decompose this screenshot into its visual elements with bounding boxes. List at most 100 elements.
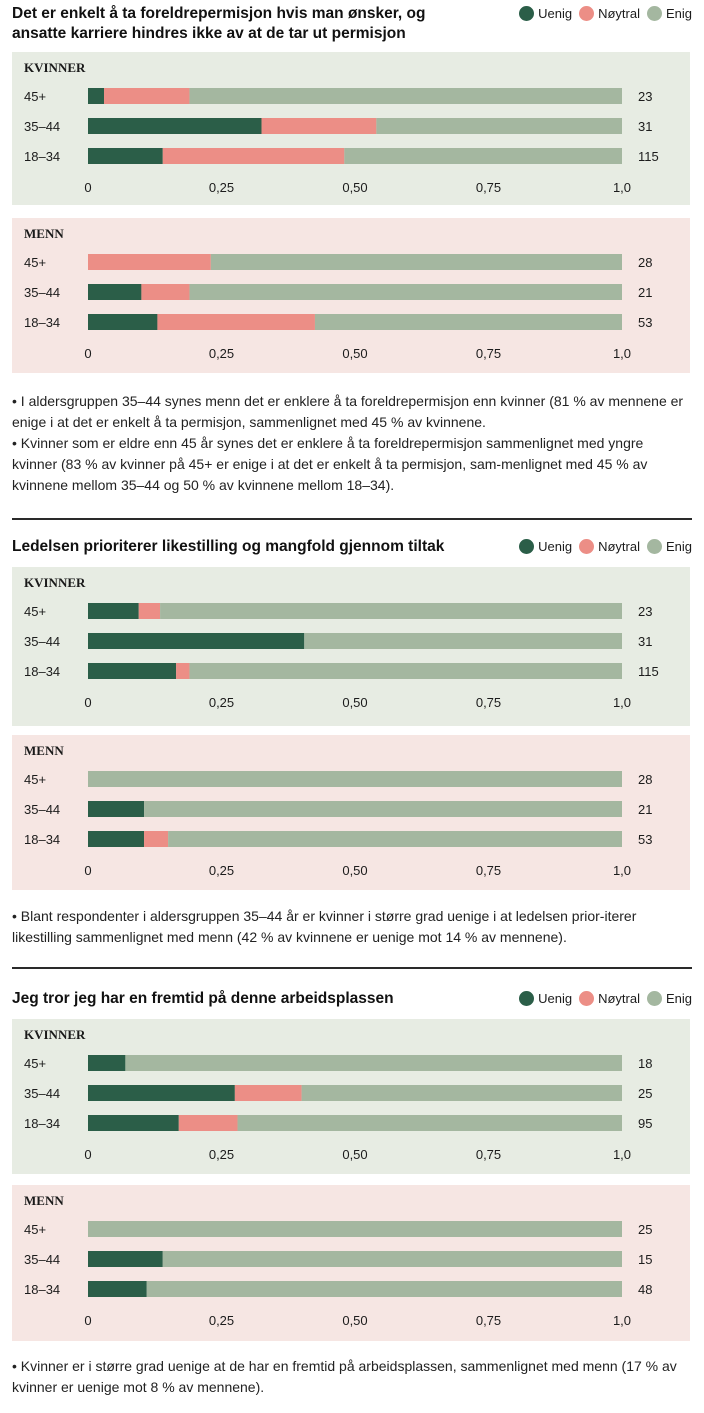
bar-segment-uenig bbox=[88, 801, 145, 817]
bar-segment-uenig bbox=[88, 831, 145, 847]
category-label: 35–44 bbox=[24, 1252, 60, 1267]
legend: Uenig Nøytral Enig bbox=[512, 539, 692, 554]
category-label: 45+ bbox=[24, 1222, 46, 1237]
legend-swatch-uenig bbox=[519, 539, 535, 554]
bar-segment-enig bbox=[189, 88, 622, 104]
bar-segment-enig bbox=[304, 633, 622, 649]
bar-segment-uenig bbox=[88, 1085, 235, 1101]
x-tick-label: 0,25 bbox=[209, 1147, 234, 1162]
bar-segment-enig bbox=[210, 254, 622, 270]
sample-size-label: 23 bbox=[638, 604, 652, 619]
bar-segment-noytral bbox=[157, 314, 315, 330]
sample-size-label: 115 bbox=[638, 149, 659, 164]
bar-segment-noytral bbox=[141, 284, 190, 300]
notes: • Kvinner er i større grad uenige at de … bbox=[12, 1356, 692, 1398]
x-tick-label: 0,75 bbox=[476, 695, 501, 710]
stacked-bar-chart: MENN 45+ 28 35–44 21 18–34 53 0 0,25 0,50 0,75 1,0 bbox=[12, 218, 690, 373]
bar-segment-noytral bbox=[162, 148, 345, 164]
bar-segment-enig bbox=[168, 831, 622, 847]
x-tick-label: 0,75 bbox=[476, 1313, 501, 1328]
legend-swatch-uenig bbox=[519, 6, 535, 21]
bar-segment-noytral bbox=[144, 831, 169, 847]
stacked-bar-chart: MENN 45+ 28 35–44 21 18–34 53 0 0,25 0,50 0,75 1,0 bbox=[12, 735, 690, 890]
section-header: Det er enkelt å ta foreldrepermisjon hvi… bbox=[0, 0, 704, 50]
bar-segment-enig bbox=[146, 1281, 623, 1297]
stacked-bar-chart: KVINNER 45+ 23 35–44 31 18–34 115 0 0,25 0,50 0,75… bbox=[12, 567, 690, 726]
stacked-bar-chart: KVINNER 45+ 18 35–44 25 18–34 95 0 0,25 0,50 0,75 1… bbox=[12, 1019, 690, 1174]
bar-segment-enig bbox=[125, 1055, 622, 1071]
category-label: 35–44 bbox=[24, 634, 60, 649]
legend: Uenig Nøytral Enig bbox=[512, 991, 692, 1006]
bar-segment-noytral bbox=[261, 118, 377, 134]
bar-segment-enig bbox=[376, 118, 622, 134]
x-tick-label: 1,0 bbox=[613, 695, 631, 710]
bar-segment-enig bbox=[88, 1221, 622, 1237]
category-label: 45+ bbox=[24, 604, 46, 619]
x-tick-label: 0,50 bbox=[342, 180, 367, 195]
x-tick-label: 0 bbox=[84, 863, 91, 878]
legend-item-noytral: Nøytral bbox=[579, 6, 640, 21]
sample-size-label: 28 bbox=[638, 772, 652, 787]
legend-item-enig: Enig bbox=[646, 991, 692, 1006]
bar-segment-enig bbox=[88, 771, 622, 787]
bar-segment-uenig bbox=[88, 603, 139, 619]
x-tick-label: 0,25 bbox=[209, 346, 234, 361]
category-label: 35–44 bbox=[24, 119, 60, 134]
chart-title: Jeg tror jeg har en fremtid på denne arb… bbox=[12, 990, 394, 1007]
panel-women: KVINNER 45+ 18 35–44 25 18–34 95 0 0,25 0,50 0,75 1… bbox=[12, 1019, 690, 1174]
divider bbox=[12, 518, 692, 520]
sample-size-label: 21 bbox=[638, 285, 652, 300]
chart-title: Ledelsen prioriterer likestilling og man… bbox=[12, 538, 445, 555]
sample-size-label: 21 bbox=[638, 802, 652, 817]
legend-item-noytral: Nøytral bbox=[579, 539, 640, 554]
sample-size-label: 28 bbox=[638, 255, 652, 270]
bar-segment-enig bbox=[237, 1115, 622, 1131]
bar-segment-uenig bbox=[88, 88, 105, 104]
bar-segment-uenig bbox=[88, 1055, 126, 1071]
section-header: Ledelsen prioriterer likestilling og man… bbox=[0, 533, 704, 583]
bar-segment-enig bbox=[144, 801, 622, 817]
bar-segment-enig bbox=[301, 1085, 622, 1101]
bar-segment-noytral bbox=[104, 88, 190, 104]
bar-segment-uenig bbox=[88, 118, 262, 134]
sample-size-label: 15 bbox=[638, 1252, 652, 1267]
sample-size-label: 18 bbox=[638, 1056, 652, 1071]
chart-title: Det er enkelt å ta foreldrepermisjon hvi… bbox=[12, 5, 426, 42]
x-tick-label: 0,50 bbox=[342, 863, 367, 878]
category-label: 18–34 bbox=[24, 1282, 60, 1297]
sample-size-label: 31 bbox=[638, 119, 652, 134]
legend-label: Uenig bbox=[538, 539, 573, 554]
sample-size-label: 95 bbox=[638, 1116, 652, 1131]
notes: • I aldersgruppen 35–44 synes menn det e… bbox=[12, 391, 692, 496]
x-tick-label: 0,25 bbox=[209, 1313, 234, 1328]
panel-men: MENN 45+ 28 35–44 21 18–34 53 0 0,25 0,50 0,75 1,0 bbox=[12, 735, 690, 890]
bar-segment-noytral bbox=[176, 663, 190, 679]
x-tick-label: 0,25 bbox=[209, 863, 234, 878]
x-tick-label: 0,75 bbox=[476, 346, 501, 361]
x-tick-label: 0 bbox=[84, 1313, 91, 1328]
x-tick-label: 0,75 bbox=[476, 863, 501, 878]
note: • Kvinner er i større grad uenige at de … bbox=[12, 1358, 677, 1395]
sample-size-label: 53 bbox=[638, 315, 652, 330]
x-tick-label: 0,50 bbox=[342, 695, 367, 710]
x-tick-label: 1,0 bbox=[613, 863, 631, 878]
bar-segment-enig bbox=[162, 1251, 622, 1267]
x-tick-label: 1,0 bbox=[613, 1147, 631, 1162]
legend-swatch-enig bbox=[646, 991, 662, 1006]
x-tick-label: 0,25 bbox=[209, 180, 234, 195]
bar-segment-uenig bbox=[88, 1251, 163, 1267]
sample-size-label: 48 bbox=[638, 1282, 652, 1297]
legend-item-noytral: Nøytral bbox=[579, 991, 640, 1006]
legend-label: Enig bbox=[665, 6, 692, 21]
x-tick-label: 0,25 bbox=[209, 695, 234, 710]
bar-segment-uenig bbox=[88, 1281, 147, 1297]
x-tick-label: 0,50 bbox=[342, 1313, 367, 1328]
legend-swatch-enig bbox=[646, 6, 662, 21]
chart-section-2: Ledelsen prioriterer likestilling og man… bbox=[0, 533, 704, 971]
panel-label: MENN bbox=[24, 1193, 64, 1208]
bar-segment-enig bbox=[314, 314, 622, 330]
bar-segment-noytral bbox=[88, 254, 211, 270]
bar-segment-uenig bbox=[88, 314, 158, 330]
legend-swatch-noytral bbox=[579, 6, 595, 21]
panel-label: MENN bbox=[24, 226, 64, 241]
